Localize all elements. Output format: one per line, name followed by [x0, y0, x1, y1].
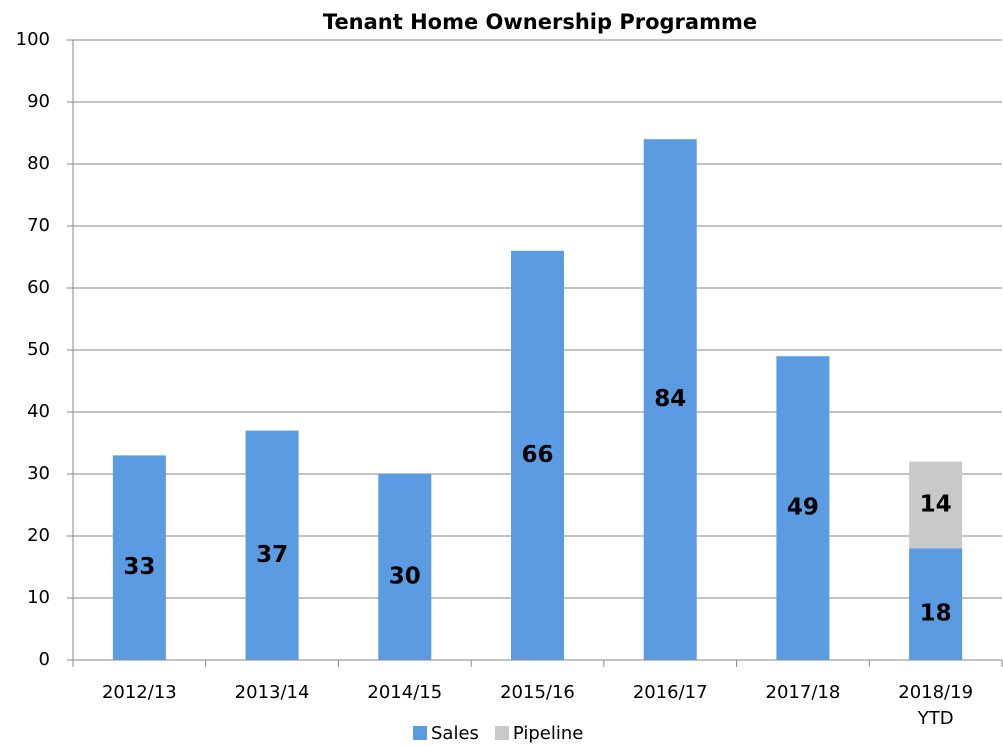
x-tick-label: 2014/15	[367, 682, 443, 703]
data-label: 18	[920, 601, 952, 627]
x-tick-label: 2015/16	[500, 682, 575, 703]
x-tick-label: 2017/18	[765, 682, 841, 703]
data-label: 30	[389, 564, 421, 590]
bar-segment	[643, 139, 697, 660]
chart-title: Tenant Home Ownership Programme	[323, 10, 757, 34]
legend-swatch	[494, 726, 509, 740]
x-tick-label: 2013/14	[234, 682, 310, 703]
y-tick-label: 10	[27, 587, 50, 608]
data-label: 66	[521, 442, 553, 468]
y-tick-label: 0	[39, 649, 50, 670]
legend-label: Sales	[431, 723, 479, 744]
data-label: 14	[920, 492, 952, 518]
x-tick-label: 2012/13	[101, 682, 177, 703]
bar-segment	[776, 356, 830, 660]
data-label: 84	[654, 386, 686, 412]
bar-segment	[909, 461, 963, 549]
bar-segment	[909, 548, 963, 660]
data-label: 49	[787, 495, 819, 521]
y-tick-label: 70	[27, 215, 50, 236]
bar-segment	[378, 474, 432, 660]
x-tick-label: 2016/17	[632, 682, 708, 703]
y-tick-label: 30	[27, 463, 50, 484]
bar-segment	[511, 250, 564, 661]
y-tick-label: 90	[27, 91, 50, 112]
legend-label: Pipeline	[513, 723, 583, 744]
y-tick-label: 100	[16, 29, 50, 50]
data-label: 37	[256, 542, 288, 568]
data-label: 33	[123, 554, 155, 580]
y-tick-label: 80	[27, 153, 50, 174]
y-tick-label: 50	[27, 339, 50, 360]
legend-swatch	[413, 726, 427, 740]
x-tick-label: 2018/19 YTD	[898, 682, 974, 729]
y-tick-label: 60	[27, 277, 50, 298]
y-tick-label: 40	[27, 401, 50, 422]
y-tick-label: 20	[27, 525, 50, 546]
bar-segment	[112, 455, 166, 660]
bar-segment	[245, 430, 299, 660]
